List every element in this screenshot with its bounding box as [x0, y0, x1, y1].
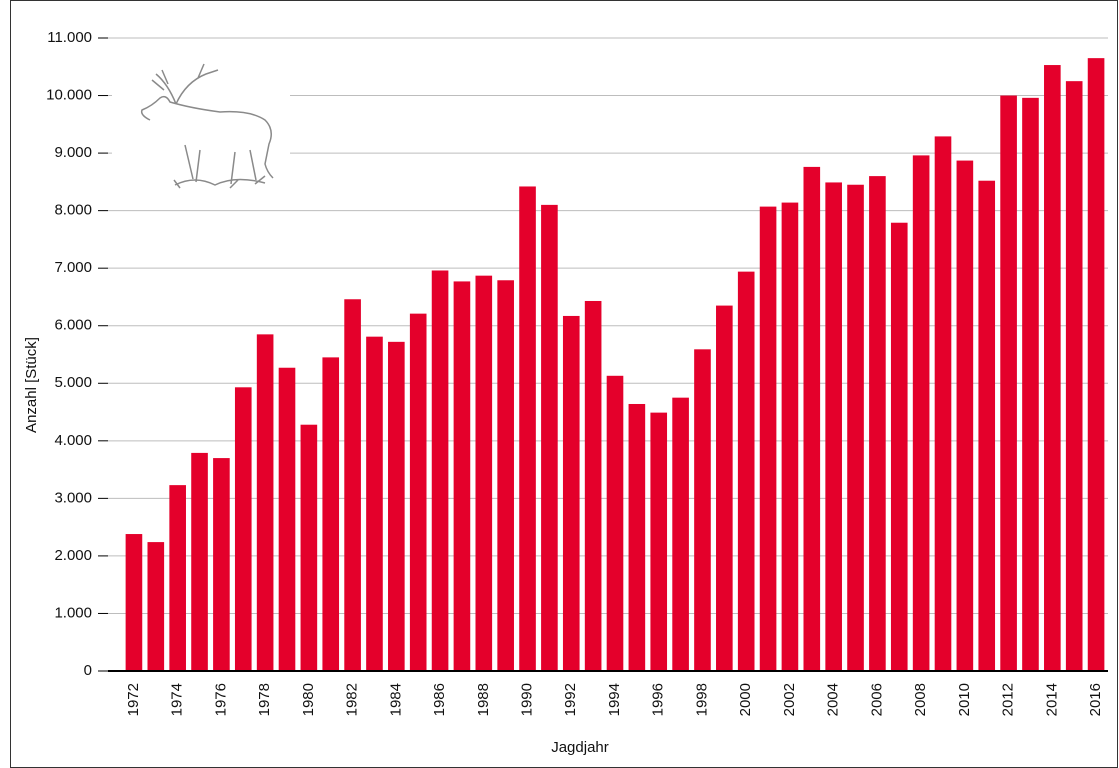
bar: [431, 270, 449, 671]
x-tick-label: 2014: [1043, 683, 1060, 716]
y-tick-label: 8.000: [54, 202, 92, 219]
x-tick-label: 1972: [125, 683, 142, 716]
bar: [541, 204, 558, 671]
bar: [672, 397, 689, 671]
bar: [606, 375, 624, 671]
x-tick-label: 1998: [693, 683, 710, 716]
x-tick-label: 1994: [606, 683, 623, 716]
x-tick-label: 2006: [868, 683, 885, 716]
bar: [803, 166, 821, 671]
bar: [234, 387, 252, 671]
x-tick-label: 2000: [737, 683, 754, 716]
bar: [388, 341, 405, 671]
y-tick-label: 1.000: [54, 604, 92, 621]
y-tick-label: 2.000: [54, 547, 92, 564]
x-tick-label: 1980: [300, 683, 317, 716]
x-tick-label: 1974: [169, 683, 186, 716]
bar: [409, 313, 427, 671]
y-tick-label: 10.000: [46, 87, 92, 104]
bar: [278, 367, 296, 671]
x-tick-label: 2002: [781, 683, 798, 716]
y-tick-label: 6.000: [54, 317, 92, 334]
bar: [1044, 65, 1061, 671]
x-tick-label: 2010: [956, 683, 973, 716]
bar: [125, 534, 143, 671]
bar: [322, 357, 340, 671]
bar: [1087, 58, 1105, 671]
y-tick-label: 4.000: [54, 432, 92, 449]
deer-illustration: [112, 48, 290, 198]
bar: [584, 300, 602, 671]
bars: [125, 58, 1105, 672]
bar: [300, 424, 318, 671]
bar: [475, 275, 493, 671]
x-tick-label: 2012: [1000, 683, 1017, 716]
bar: [169, 485, 186, 671]
bar: [147, 542, 165, 671]
bar: [191, 452, 208, 671]
bar: [934, 136, 952, 672]
y-tick-label: 9.000: [54, 144, 92, 161]
bar: [453, 281, 471, 671]
bar: [628, 403, 646, 671]
bar: [978, 180, 996, 672]
x-tick-label: 2016: [1087, 683, 1104, 716]
x-axis-title: Jagdjahr: [551, 739, 609, 756]
x-tick-label: 2004: [825, 683, 842, 716]
x-tick-label: 1984: [387, 683, 404, 716]
bar: [1000, 95, 1017, 671]
x-tick-label: 1976: [212, 683, 229, 716]
bar: [847, 184, 864, 671]
bar: [869, 176, 886, 672]
y-axis-title: Anzahl [Stück]: [23, 337, 40, 433]
y-tick-label: 11.000: [47, 29, 92, 46]
y-tick-label: 5.000: [54, 374, 92, 391]
bar: [781, 202, 799, 671]
x-tick-label: 1988: [475, 683, 492, 716]
bar: [519, 186, 536, 671]
bar: [825, 182, 842, 671]
x-tick-label: 1996: [650, 683, 667, 716]
x-tick-label: 1992: [562, 683, 579, 716]
bar: [1022, 97, 1039, 671]
y-tick-label: 0: [84, 662, 92, 679]
x-tick-label: 1982: [344, 683, 361, 716]
x-tick-label: 1978: [256, 683, 273, 716]
x-tick-label: 1990: [519, 683, 536, 716]
bar: [1065, 81, 1083, 672]
bar: [759, 206, 777, 671]
bar: [213, 458, 230, 671]
bar: [366, 336, 383, 671]
bar: [497, 280, 514, 671]
bar: [650, 412, 668, 671]
bar: [256, 334, 274, 671]
y-tick-label: 3.000: [54, 489, 92, 506]
bar: [912, 155, 930, 672]
bar: [737, 271, 755, 671]
x-tick-label: 1986: [431, 683, 448, 716]
bar: [694, 349, 711, 671]
bar: [716, 305, 733, 671]
y-tick-label: 7.000: [54, 259, 92, 276]
bar: [562, 315, 580, 671]
x-tick-label: 2008: [912, 683, 929, 716]
bar: [890, 222, 908, 672]
bar: [344, 299, 361, 671]
bar: [956, 160, 974, 671]
